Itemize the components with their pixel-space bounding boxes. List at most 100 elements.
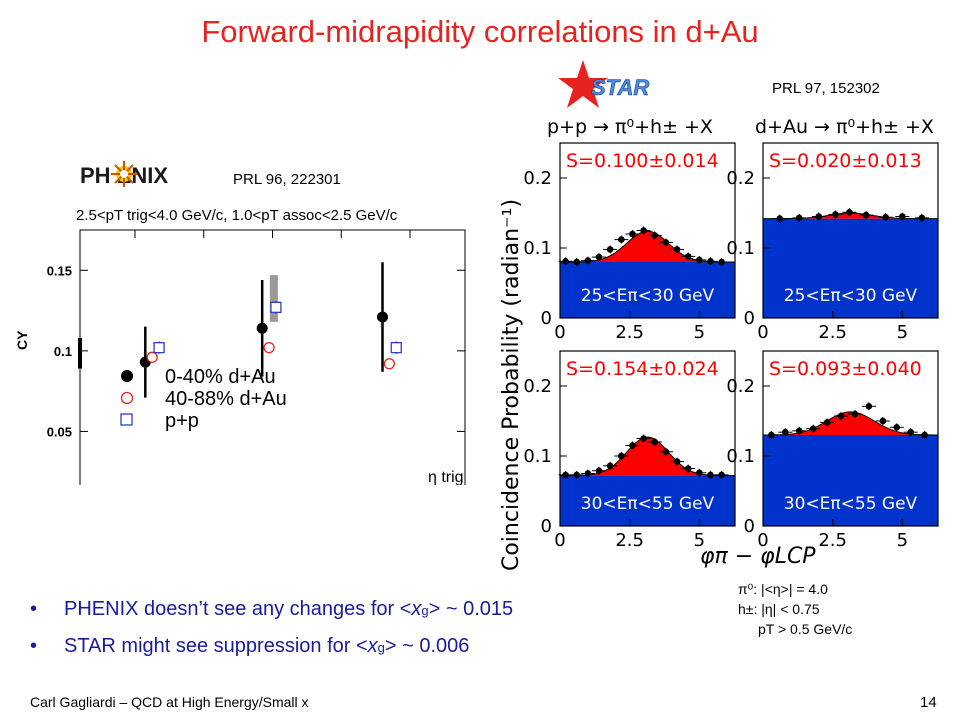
star-panel: 0 2.5 5 0 0.1 0.2 S=0.093±0.040 30<Eπ<55 GeV <box>726 350 939 551</box>
panel-energy-range-label: 30<Eπ<55 GeV <box>581 494 715 514</box>
y-tick-label: 0.2 <box>523 168 552 189</box>
star-panel: 0 2.5 5 0 0.1 0.2 S=0.154±0.024 30<Eπ<55 GeV <box>523 350 736 551</box>
data-point <box>606 462 614 470</box>
data-point-0-40 <box>256 322 268 334</box>
data-point <box>882 213 889 221</box>
bullet-dot: • <box>30 598 38 620</box>
bullet-text-2-pre: STAR might see suppression for < <box>64 635 368 657</box>
y-tick-label: 0 <box>744 516 755 537</box>
data-point <box>893 424 901 431</box>
y-tick-label: 0.1 <box>523 446 552 467</box>
legend-marker-open-square <box>120 413 133 426</box>
bullet-item: • STAR might see suppression for < x g > ~ … <box>30 635 513 658</box>
panel-signal-label: S=0.154±0.024 <box>566 358 719 380</box>
bullet-list: • PHENIX doesn’t see any changes for < x g… <box>30 598 513 672</box>
data-point <box>696 256 703 264</box>
data-point <box>584 257 592 264</box>
data-point <box>662 448 670 456</box>
panel-frame <box>559 142 736 319</box>
phenix-cuts-label: 2.5<pT trig<4.0 GeV/c, 1.0<pT assoc<2.5 … <box>76 207 398 224</box>
y-tick-label: 0.1 <box>54 344 72 359</box>
data-point <box>823 419 831 426</box>
data-point <box>718 258 725 266</box>
x-tick-label: 5 <box>694 322 705 343</box>
data-point <box>618 236 625 243</box>
data-point <box>562 471 569 479</box>
x-tick-label: 2.5 <box>818 322 847 343</box>
data-point <box>707 258 714 265</box>
data-point-40-88 <box>263 341 275 354</box>
data-point <box>862 211 870 219</box>
data-point <box>795 427 803 435</box>
data-point <box>907 428 914 436</box>
panel-energy-range-label: 25<Eπ<30 GeV <box>784 286 918 306</box>
pedestal-area <box>763 218 938 318</box>
panel-frame <box>762 142 939 319</box>
panel-frame <box>762 350 939 527</box>
data-point <box>809 425 817 433</box>
star-col-header-dau: d+Au → π⁰+h± +X <box>755 116 934 138</box>
data-point <box>651 232 659 239</box>
data-point <box>640 435 647 442</box>
phenix-legend: 0-40% d+Au 40-88% d+Au p+p <box>120 366 287 432</box>
data-point <box>606 246 614 253</box>
data-point <box>629 230 636 238</box>
star-panel: 0 2.5 5 0 0.1 0.2 S=0.020±0.013 25<Eπ<30 GeV <box>726 142 939 343</box>
phenix-chart: PH ENIX PRL 96, 222301 2.5<pT trig<4.0 G… <box>14 161 466 485</box>
data-point <box>684 253 692 260</box>
data-point <box>815 213 823 220</box>
data-point <box>837 412 845 420</box>
data-point <box>618 452 625 460</box>
data-point <box>899 213 906 220</box>
x-tick-label: 2.5 <box>818 530 847 551</box>
bullet-text-2-post: > ~ 0.006 <box>384 635 470 657</box>
x-tick-label: 2.5 <box>615 530 644 551</box>
data-point <box>573 471 581 479</box>
data-point <box>718 471 725 479</box>
panel-signal-label: S=0.020±0.013 <box>769 150 922 172</box>
star-panel: 0 2.5 5 0 0.1 0.2 S=0.100±0.014 25<Eπ<30 GeV <box>523 142 736 343</box>
y-tick-label: 0.15 <box>47 263 72 278</box>
phenix-y-axis-label: CY <box>14 330 30 350</box>
peak-area <box>560 437 735 476</box>
panel-frame <box>559 350 736 527</box>
legend-marker-open-circle <box>120 391 134 405</box>
x-tick-label: 0 <box>757 530 768 551</box>
panel-signal-label: S=0.093±0.040 <box>769 358 922 380</box>
data-point-40-88 <box>146 351 158 363</box>
x-tick-label: 5 <box>897 530 908 551</box>
data-point <box>768 431 775 439</box>
systematic-error-band <box>269 275 278 322</box>
data-point <box>918 214 926 222</box>
x-tick-label: 5 <box>694 530 705 551</box>
note-pi0: π⁰: |<η>| = 4.0 <box>738 581 828 597</box>
pedestal-area <box>560 262 735 318</box>
x-tick-label: 5 <box>897 322 908 343</box>
star-logo-text: STAR <box>591 75 649 100</box>
data-point <box>851 410 859 418</box>
legend-label-0-40: 0-40% d+Au <box>165 366 276 388</box>
data-point <box>921 431 928 439</box>
y-tick-label: 0.1 <box>726 238 755 259</box>
data-point <box>629 442 636 449</box>
data-point-40-88 <box>383 358 396 370</box>
data-point <box>662 239 670 246</box>
note-pt: pT > 0.5 GeV/c <box>758 621 853 637</box>
page-number: 14 <box>920 694 937 711</box>
data-point <box>595 253 603 261</box>
y-tick-label: 0.2 <box>726 168 755 189</box>
star-chart: p+p → π⁰+h± +X d+Au → π⁰+h± +X Coinciden… <box>499 116 939 571</box>
legend-label-pp: p+p <box>165 410 199 432</box>
data-point <box>595 467 603 475</box>
panel-energy-range-label: 25<Eπ<30 GeV <box>581 286 715 306</box>
star-col-header-pp: p+p → π⁰+h± +X <box>547 116 713 138</box>
peak-area <box>763 411 938 435</box>
y-tick-label: 0 <box>541 516 552 537</box>
data-point <box>673 246 681 253</box>
data-point <box>707 471 714 479</box>
data-point-pp <box>270 301 282 313</box>
phenix-reference: PRL 96, 222301 <box>233 171 341 188</box>
bullet-text-1-pre: PHENIX doesn’t see any changes for < <box>64 598 412 620</box>
star-y-axis-label: Coincidence Probability (radian⁻¹) <box>499 199 524 571</box>
note-hpm: h±: |η| < 0.75 <box>738 601 820 617</box>
